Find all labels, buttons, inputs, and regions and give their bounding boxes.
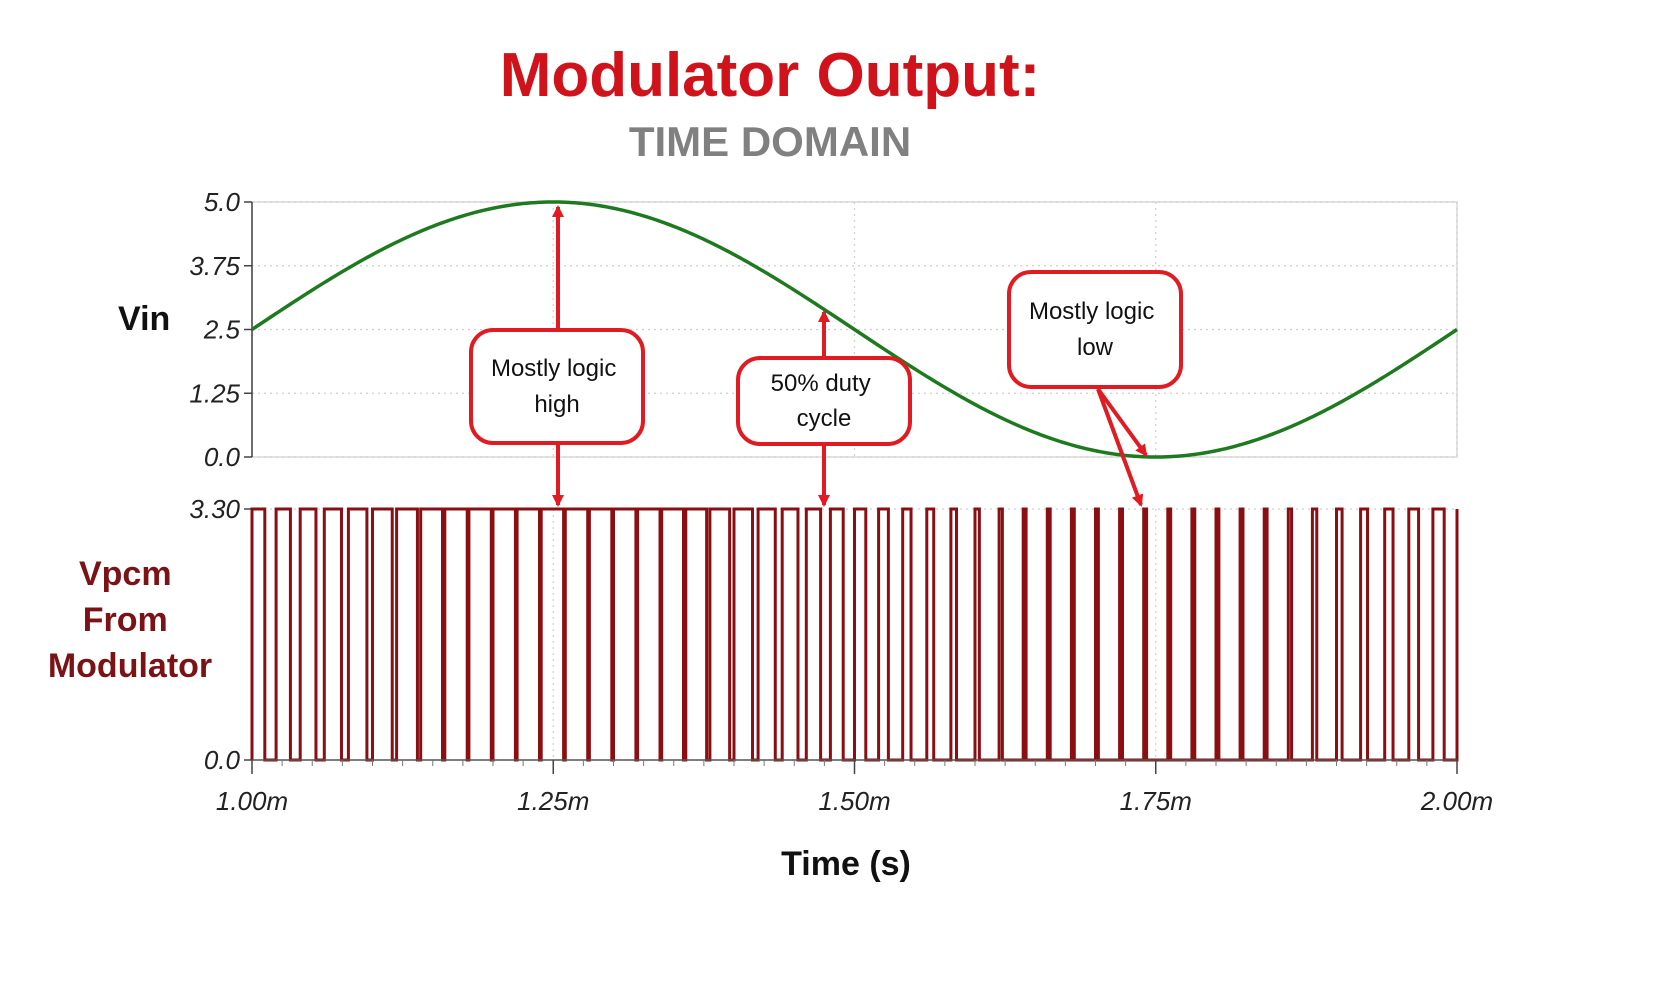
annotation-high-line-1: Mostly logic: [491, 355, 616, 382]
x-tick-label: 1.75m: [1120, 786, 1192, 816]
vin-axis-label: Vin: [118, 300, 170, 338]
chart-title: Modulator Output:: [499, 41, 1041, 110]
svg-text:Mostly logic low: Mostly logic low: [1029, 298, 1161, 361]
vin-y-tick-label: 2.5: [203, 315, 241, 345]
vpcm-y-tick-label: 3.30: [189, 494, 240, 524]
chart-subtitle: TIME DOMAIN: [628, 118, 912, 165]
vpcm-axis-label: Vpcm From Modulator: [48, 555, 212, 685]
x-tick-label: 1.00m: [216, 786, 288, 816]
annotation-low-line-1: Mostly logic: [1029, 298, 1154, 325]
svg-text:50% duty cycle: 50% duty cycle: [771, 370, 878, 432]
vin-y-ticks: 5.0 3.75 2.5 1.25 0.0: [189, 187, 253, 472]
vpcm-plot: 3.300.0 Vpcm From Modulator 1.00m 1.25m 1.…: [48, 494, 1493, 883]
x-tick-label: 1.25m: [517, 786, 589, 816]
x-ticks: 1.00m 1.25m 1.50m 1.75m 2.00m: [216, 760, 1493, 816]
arrow-low-2: [1096, 388, 1144, 507]
annotation-duty-line-2: cycle: [797, 405, 852, 432]
vin-y-tick-label: 0.0: [204, 442, 241, 472]
x-tick-label: 2.00m: [1420, 786, 1493, 816]
vin-y-tick-label: 1.25: [189, 378, 240, 408]
x-axis-label: Time (s): [781, 845, 911, 883]
vpcm-label-line-3: Modulator: [48, 647, 212, 685]
vpcm-pulse-series: [250, 507, 1459, 762]
annotation-high-line-2: high: [534, 391, 579, 418]
vpcm-y-ticks: 3.30 0.0: [189, 494, 253, 775]
vin-plot: 5.0 3.75 2.5 1.25 0.0 Vin: [118, 187, 1458, 472]
x-tick-label: 1.50m: [818, 786, 890, 816]
vin-y-tick-label: 3.75: [189, 251, 240, 281]
annotation-duty-line-1: 50% duty: [771, 370, 871, 397]
vin-y-tick-label: 5.0: [204, 187, 241, 217]
vpcm-y-tick-label: 0.0: [204, 745, 241, 775]
annotation-mostly-logic-low: Mostly logic low: [1007, 270, 1183, 389]
vpcm-label-line-1: Vpcm: [79, 555, 172, 593]
vin-sine-series: [251, 200, 1458, 459]
annotations: Mostly logic high 50% duty cycle Mostly …: [469, 205, 1183, 507]
annotation-low-line-2: low: [1077, 334, 1114, 361]
svg-text:Mostly logic high: Mostly logic high: [491, 355, 623, 418]
vpcm-label-line-2: From: [83, 601, 168, 639]
annotation-mostly-logic-high: Mostly logic high: [469, 328, 645, 445]
arrow-low-1: [1096, 387, 1148, 457]
annotation-50-duty-cycle: 50% duty cycle: [736, 356, 912, 446]
